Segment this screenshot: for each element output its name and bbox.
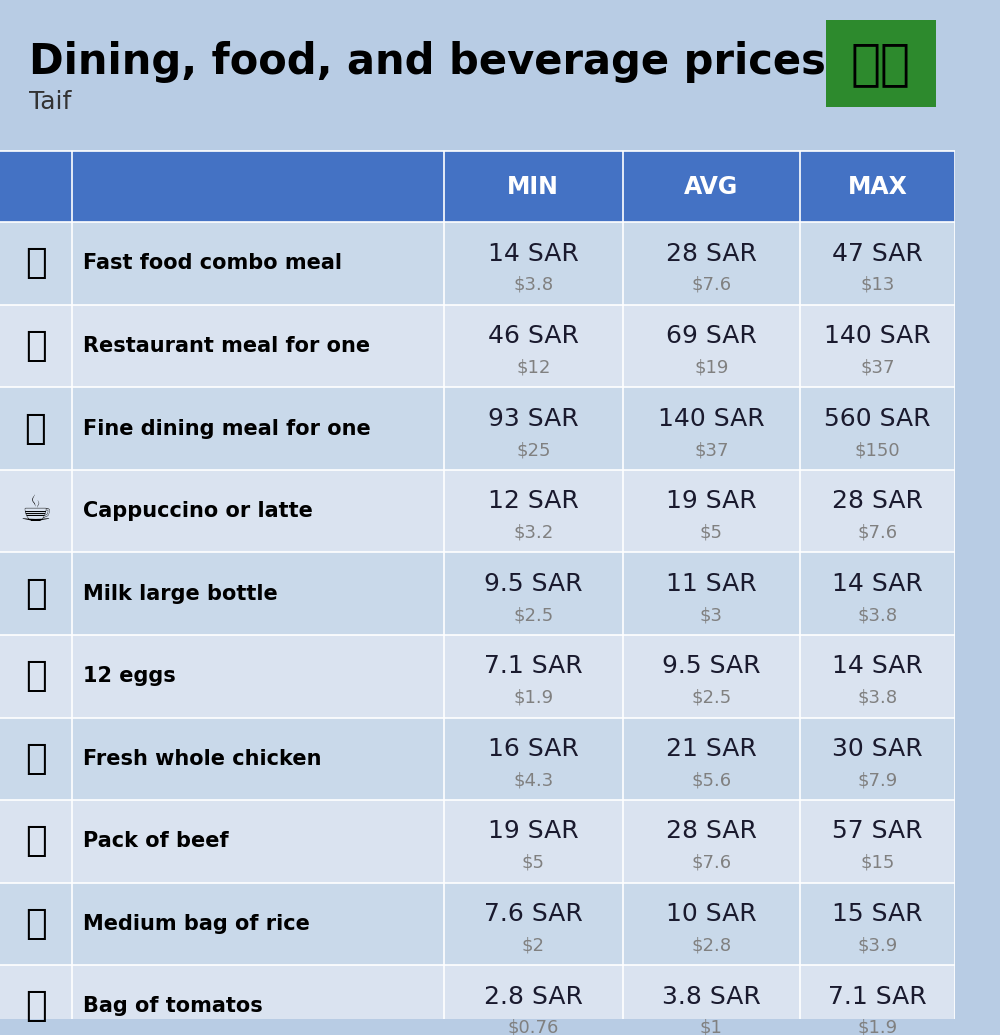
Text: $3.9: $3.9 bbox=[857, 937, 898, 954]
Text: $2.8: $2.8 bbox=[691, 937, 731, 954]
FancyBboxPatch shape bbox=[826, 21, 936, 107]
Text: 15 SAR: 15 SAR bbox=[832, 901, 923, 926]
Text: 🥛: 🥛 bbox=[25, 576, 47, 611]
Text: $7.6: $7.6 bbox=[691, 854, 731, 871]
Text: 2.8 SAR: 2.8 SAR bbox=[484, 984, 583, 1008]
Text: 28 SAR: 28 SAR bbox=[666, 820, 757, 844]
Text: $3.2: $3.2 bbox=[513, 524, 553, 541]
FancyBboxPatch shape bbox=[0, 800, 955, 883]
Text: 10 SAR: 10 SAR bbox=[666, 901, 757, 926]
FancyBboxPatch shape bbox=[0, 634, 955, 717]
Text: 28 SAR: 28 SAR bbox=[666, 241, 757, 266]
Text: 140 SAR: 140 SAR bbox=[824, 324, 931, 348]
Text: Medium bag of rice: Medium bag of rice bbox=[83, 914, 310, 934]
Text: 🍳: 🍳 bbox=[25, 329, 47, 363]
Text: 🥚: 🥚 bbox=[25, 659, 47, 693]
Text: $2.5: $2.5 bbox=[691, 688, 732, 707]
Text: Bag of tomatos: Bag of tomatos bbox=[83, 997, 263, 1016]
Text: $3.8: $3.8 bbox=[513, 276, 553, 294]
Text: $25: $25 bbox=[516, 441, 551, 460]
Text: $0.76: $0.76 bbox=[508, 1018, 559, 1035]
Text: Fine dining meal for one: Fine dining meal for one bbox=[83, 418, 371, 439]
Text: Taif: Taif bbox=[29, 90, 71, 114]
Text: 28 SAR: 28 SAR bbox=[832, 490, 923, 513]
Text: 140 SAR: 140 SAR bbox=[658, 407, 765, 431]
Text: Dining, food, and beverage prices: Dining, food, and beverage prices bbox=[29, 40, 826, 83]
Text: Fresh whole chicken: Fresh whole chicken bbox=[83, 748, 322, 769]
Text: $3: $3 bbox=[700, 607, 723, 624]
Text: Fast food combo meal: Fast food combo meal bbox=[83, 254, 342, 273]
Text: 46 SAR: 46 SAR bbox=[488, 324, 579, 348]
Text: $1.9: $1.9 bbox=[857, 1018, 898, 1035]
Text: MAX: MAX bbox=[848, 175, 907, 199]
Text: 3.8 SAR: 3.8 SAR bbox=[662, 984, 761, 1008]
Text: $1.9: $1.9 bbox=[513, 688, 553, 707]
Text: $5.6: $5.6 bbox=[691, 771, 731, 790]
Text: $1: $1 bbox=[700, 1018, 723, 1035]
Text: ☕: ☕ bbox=[20, 494, 52, 528]
Text: 57 SAR: 57 SAR bbox=[832, 820, 923, 844]
Text: 🍔: 🍔 bbox=[25, 246, 47, 280]
FancyBboxPatch shape bbox=[0, 470, 955, 553]
FancyBboxPatch shape bbox=[0, 387, 955, 470]
Text: $12: $12 bbox=[516, 358, 550, 377]
Text: 🍚: 🍚 bbox=[25, 907, 47, 941]
FancyBboxPatch shape bbox=[0, 304, 955, 387]
Text: $150: $150 bbox=[855, 441, 900, 460]
Text: Milk large bottle: Milk large bottle bbox=[83, 584, 278, 603]
Text: 47 SAR: 47 SAR bbox=[832, 241, 923, 266]
Text: 🥩: 🥩 bbox=[25, 824, 47, 858]
FancyBboxPatch shape bbox=[0, 223, 955, 304]
Text: 11 SAR: 11 SAR bbox=[666, 571, 757, 596]
Text: $4.3: $4.3 bbox=[513, 771, 553, 790]
Text: 9.5 SAR: 9.5 SAR bbox=[484, 571, 583, 596]
Text: Pack of beef: Pack of beef bbox=[83, 831, 229, 852]
Text: 93 SAR: 93 SAR bbox=[488, 407, 579, 431]
Text: 14 SAR: 14 SAR bbox=[832, 571, 923, 596]
FancyBboxPatch shape bbox=[0, 717, 955, 800]
Text: $7.6: $7.6 bbox=[691, 276, 731, 294]
FancyBboxPatch shape bbox=[0, 151, 955, 223]
Text: 12 SAR: 12 SAR bbox=[488, 490, 579, 513]
Text: $37: $37 bbox=[694, 441, 729, 460]
Text: $3.8: $3.8 bbox=[857, 607, 898, 624]
Text: 7.1 SAR: 7.1 SAR bbox=[484, 654, 583, 678]
Text: AVG: AVG bbox=[684, 175, 739, 199]
Text: $15: $15 bbox=[860, 854, 895, 871]
Text: 19 SAR: 19 SAR bbox=[666, 490, 757, 513]
Text: $13: $13 bbox=[860, 276, 895, 294]
Text: 🇸🇦: 🇸🇦 bbox=[851, 39, 911, 88]
Text: 🍽️: 🍽️ bbox=[25, 412, 47, 445]
Text: 21 SAR: 21 SAR bbox=[666, 737, 757, 761]
FancyBboxPatch shape bbox=[0, 966, 955, 1035]
Text: 14 SAR: 14 SAR bbox=[488, 241, 579, 266]
Text: 14 SAR: 14 SAR bbox=[832, 654, 923, 678]
Text: 69 SAR: 69 SAR bbox=[666, 324, 757, 348]
Text: $37: $37 bbox=[860, 358, 895, 377]
Text: Cappuccino or latte: Cappuccino or latte bbox=[83, 501, 313, 521]
Text: MIN: MIN bbox=[507, 175, 559, 199]
Text: Restaurant meal for one: Restaurant meal for one bbox=[83, 336, 370, 356]
Text: 30 SAR: 30 SAR bbox=[832, 737, 923, 761]
FancyBboxPatch shape bbox=[0, 553, 955, 634]
Text: $3.8: $3.8 bbox=[857, 688, 898, 707]
Text: 12 eggs: 12 eggs bbox=[83, 667, 176, 686]
Text: $2: $2 bbox=[522, 937, 545, 954]
Text: 7.6 SAR: 7.6 SAR bbox=[484, 901, 583, 926]
Text: $7.9: $7.9 bbox=[857, 771, 898, 790]
Text: 560 SAR: 560 SAR bbox=[824, 407, 931, 431]
Text: 19 SAR: 19 SAR bbox=[488, 820, 579, 844]
Text: $7.6: $7.6 bbox=[857, 524, 898, 541]
Text: $19: $19 bbox=[694, 358, 729, 377]
Text: 🐔: 🐔 bbox=[25, 742, 47, 776]
Text: 9.5 SAR: 9.5 SAR bbox=[662, 654, 761, 678]
Text: $5: $5 bbox=[700, 524, 723, 541]
Text: 🍅: 🍅 bbox=[25, 989, 47, 1024]
Text: $5: $5 bbox=[522, 854, 545, 871]
FancyBboxPatch shape bbox=[0, 883, 955, 966]
Text: $2.5: $2.5 bbox=[513, 607, 553, 624]
Text: 16 SAR: 16 SAR bbox=[488, 737, 579, 761]
Text: 7.1 SAR: 7.1 SAR bbox=[828, 984, 927, 1008]
